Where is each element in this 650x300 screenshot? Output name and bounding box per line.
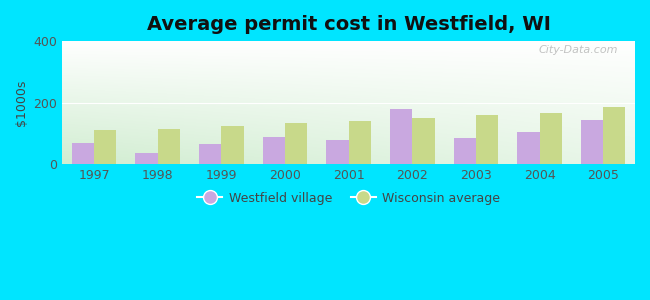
- Bar: [540, 113, 562, 164]
- Bar: [517, 132, 539, 164]
- Bar: [390, 109, 412, 164]
- Bar: [603, 107, 625, 164]
- Bar: [222, 126, 244, 164]
- Y-axis label: $1000s: $1000s: [15, 80, 28, 126]
- Title: Average permit cost in Westfield, WI: Average permit cost in Westfield, WI: [147, 15, 551, 34]
- Bar: [72, 143, 94, 164]
- Legend: Westfield village, Wisconsin average: Westfield village, Wisconsin average: [192, 187, 505, 210]
- Bar: [285, 123, 307, 164]
- Bar: [263, 136, 285, 164]
- Bar: [326, 140, 348, 164]
- Bar: [158, 129, 180, 164]
- Bar: [199, 144, 222, 164]
- Bar: [135, 154, 158, 164]
- Bar: [454, 138, 476, 164]
- Bar: [348, 121, 371, 164]
- Bar: [476, 115, 498, 164]
- Text: City-Data.com: City-Data.com: [538, 45, 617, 55]
- Bar: [412, 118, 435, 164]
- Bar: [94, 130, 116, 164]
- Bar: [581, 120, 603, 164]
